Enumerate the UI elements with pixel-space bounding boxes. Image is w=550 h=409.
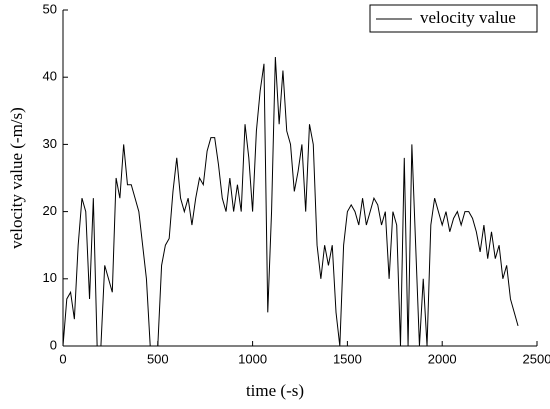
data-line (62, 57, 519, 347)
y-tick-label: 0 (50, 337, 57, 352)
x-tick-label: 0 (59, 351, 66, 366)
y-tick-label: 20 (43, 203, 57, 218)
y-tick-label: 30 (43, 136, 57, 151)
x-tick-label: 500 (147, 351, 169, 366)
x-tick-label: 1500 (333, 351, 362, 366)
x-tick-label: 1000 (238, 351, 267, 366)
x-axis-label: time (-s) (246, 381, 304, 400)
legend-label: velocity value (420, 8, 516, 27)
y-tick-label: 40 (43, 69, 57, 84)
x-tick-label: 2500 (523, 351, 550, 366)
y-axis-label: velocity value (-m/s) (7, 107, 26, 249)
y-tick-label: 10 (43, 270, 57, 285)
x-tick-label: 2000 (428, 351, 457, 366)
y-tick-label: 50 (43, 1, 57, 16)
